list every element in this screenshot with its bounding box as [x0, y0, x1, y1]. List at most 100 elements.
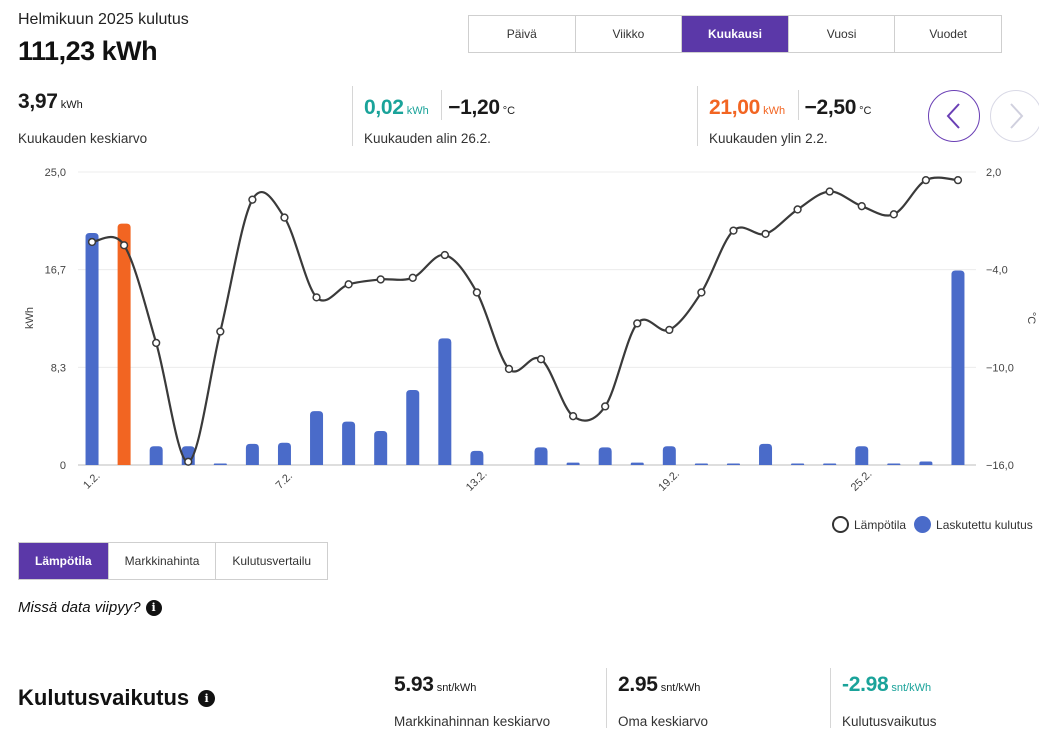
bar	[951, 270, 965, 465]
temperature-point	[697, 288, 706, 297]
bar	[213, 463, 227, 465]
bar	[438, 338, 452, 465]
bar	[406, 389, 420, 465]
temperature-point	[536, 355, 546, 364]
divider	[697, 86, 698, 146]
divider	[441, 90, 443, 120]
temperature-point	[665, 325, 674, 335]
stat-max-value: 21,00	[709, 96, 761, 119]
divider	[606, 668, 607, 728]
temperature-point	[793, 205, 802, 214]
temperature-point	[376, 275, 385, 284]
market-average-value: 5.93	[394, 673, 434, 696]
tab-day[interactable]: Päivä	[469, 16, 576, 52]
bar	[887, 463, 901, 465]
temperature-point	[857, 202, 866, 211]
tab-years[interactable]: Vuodet	[895, 16, 1001, 52]
x-tick-label: 13.2.	[464, 468, 490, 494]
temperature-point	[504, 364, 514, 374]
bar	[342, 421, 356, 465]
period-tabs: Päivä Viikko Kuukausi Vuosi Vuodet	[468, 15, 1002, 53]
x-tick-label: 25.2.	[849, 468, 875, 494]
y-tick-label-left: 16,7	[45, 265, 66, 277]
y-tick-label-right: −16,0	[986, 460, 1014, 472]
stat-consumption-effect: -2.98 snt/kWh Kulutusvaikutus	[842, 673, 937, 729]
market-average-label: Markkinahinnan keskiarvo	[394, 714, 551, 729]
own-average-unit: snt/kWh	[660, 682, 701, 694]
consumption-effect-value: -2.98	[842, 673, 889, 696]
temperature-point	[633, 319, 642, 328]
temperature-point	[761, 229, 770, 239]
stat-min-label: Kuukauden alin 26.2.	[364, 131, 491, 146]
tab-consumption-comparison[interactable]: Kulutusvertailu	[232, 554, 312, 568]
tab-market-price[interactable]: Markkinahinta	[109, 543, 217, 579]
chevron-left-icon	[946, 103, 960, 129]
stat-average-label: Kuukauden keskiarvo	[18, 131, 148, 146]
chart-legend: Lämpötila Laskutettu kulutus	[832, 516, 1033, 533]
bar	[117, 223, 131, 465]
info-icon[interactable]: i	[145, 599, 162, 616]
divider	[352, 86, 353, 146]
market-average-unit: snt/kWh	[436, 682, 477, 694]
missing-data-link[interactable]: Missä data viipyy? i	[18, 599, 162, 616]
bar	[726, 463, 740, 465]
bar	[245, 443, 259, 465]
bar	[694, 463, 708, 465]
bar	[662, 446, 676, 465]
temperature-point	[568, 412, 578, 421]
stat-average: 3,97 kWh Kuukauden keskiarvo	[18, 90, 147, 146]
stat-max-temp-unit: °C	[859, 105, 872, 117]
bar	[598, 447, 612, 465]
y-tick-label-right: −10,0	[986, 362, 1014, 374]
legend-temperature-icon[interactable]	[832, 516, 849, 533]
bar	[374, 431, 388, 465]
tab-week[interactable]: Viikko	[575, 16, 683, 52]
stat-min-unit: kWh	[406, 105, 429, 117]
impact-section-title: Kulutusvaikutus i	[18, 685, 216, 711]
missing-data-text: Missä data viipyy?	[18, 599, 141, 616]
bar	[534, 447, 548, 465]
bar	[470, 450, 484, 465]
stat-min: 0,02 kWh −1,20 °C Kuukauden alin 26.2.	[364, 90, 694, 146]
temperature-line	[91, 176, 959, 463]
legend-consumption-icon[interactable]	[914, 516, 932, 533]
tab-temperature[interactable]: Lämpötila	[19, 543, 109, 579]
chevron-right-icon	[1010, 103, 1024, 129]
y-tick-label-left: 25,0	[45, 167, 66, 179]
divider	[830, 668, 831, 728]
tab-month[interactable]: Kuukausi	[682, 16, 789, 52]
x-tick-label: 1.2.	[81, 470, 102, 491]
legend-consumption-label[interactable]: Laskutettu kulutus	[936, 517, 1033, 532]
bar	[85, 232, 99, 465]
impact-title-text: Kulutusvaikutus	[18, 685, 190, 710]
bar	[759, 443, 773, 465]
y-axis-title-right: °C	[1025, 312, 1037, 324]
bar	[791, 463, 805, 465]
stat-max-unit: kWh	[763, 105, 786, 117]
temperature-point	[152, 338, 161, 348]
bar	[823, 463, 837, 465]
temperature-point	[248, 195, 257, 204]
temperature-point	[921, 175, 931, 185]
legend-temperature-label[interactable]: Lämpötila	[854, 517, 907, 532]
tab-year[interactable]: Vuosi	[788, 16, 896, 52]
stat-own-average: 2.95 snt/kWh Oma keskiarvo	[618, 673, 708, 729]
stat-max-temp: −2,50	[804, 96, 857, 119]
temperature-point	[440, 250, 449, 260]
y-tick-label-right: 2,0	[986, 167, 1001, 179]
consumption-chart: 0 −16,0 8,3 −10,0 16,7 −4,0 25,0 2,0 kWh °C 1.2. 7.…	[24, 167, 1037, 494]
bar	[277, 442, 291, 465]
y-tick-label-left: 0	[60, 460, 66, 472]
stat-min-temp: −1,20	[448, 96, 500, 119]
stat-max: 21,00 kWh −2,50 °C Kuukauden ylin 2.2.	[709, 90, 919, 146]
bar	[919, 461, 933, 465]
bar	[630, 462, 644, 465]
temperature-point	[953, 175, 963, 185]
temperature-point	[889, 210, 898, 219]
next-month-button[interactable]	[990, 90, 1039, 142]
x-tick-label: 7.2.	[274, 470, 295, 491]
previous-month-button[interactable]	[928, 90, 980, 142]
total-consumption: 111,23 kWh	[18, 36, 158, 66]
stat-min-value: 0,02	[364, 96, 404, 119]
info-icon[interactable]: i	[198, 689, 216, 707]
